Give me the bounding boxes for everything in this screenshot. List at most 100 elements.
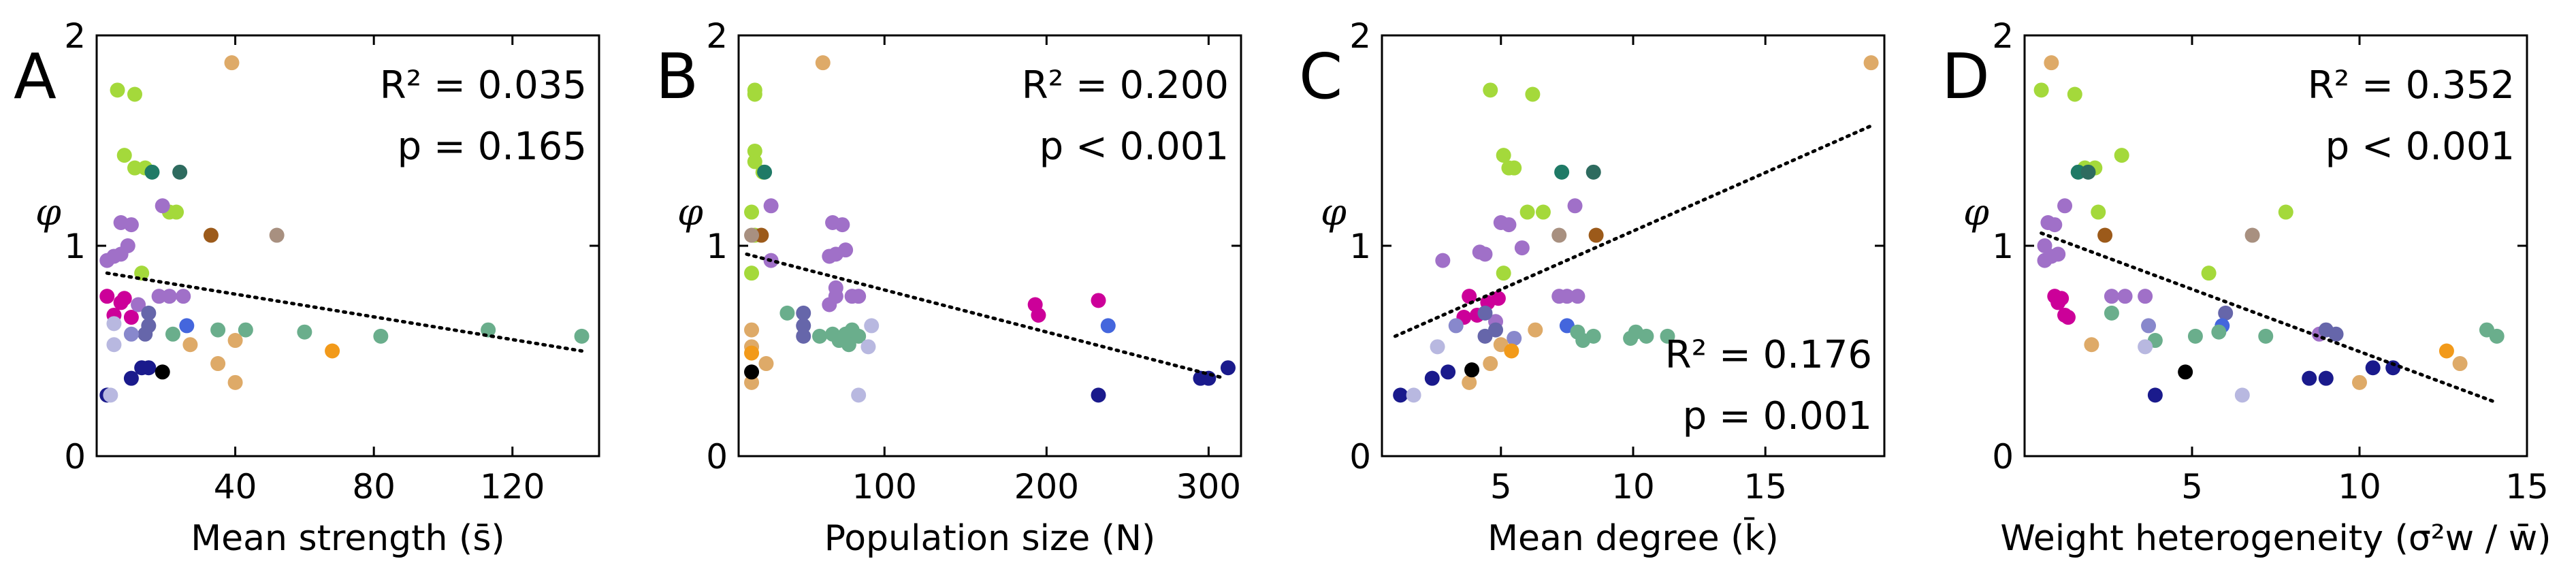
data-point [106,316,122,332]
panel-b: B 100 200 300 0 1 2 φ Population size (N) R² = 0.… [656,16,1242,559]
data-point [2117,289,2133,304]
data-point [1100,318,1116,334]
data-point [2328,326,2344,342]
p-value-label: p = 0.165 [398,125,587,169]
data-point [325,343,340,359]
data-point [1639,328,1654,344]
scatter-points [744,55,1236,403]
x-axis-label: Population size (N) [824,518,1156,559]
trend-line [2040,231,2496,404]
data-point [1435,253,1451,268]
data-point [2050,246,2066,262]
data-point [779,305,795,321]
data-point [2054,291,2070,306]
data-point [851,328,867,344]
data-point [1464,362,1480,378]
data-point [2385,360,2401,376]
x-tick-label: 80 [352,467,396,507]
panel-label: B [656,40,698,113]
trend-line [105,271,584,353]
data-point [2114,148,2129,163]
scatter-points [2033,55,2505,403]
data-point [238,322,253,338]
data-point [141,360,157,376]
data-point [1483,356,1498,372]
x-tick-label: 10 [2338,467,2381,507]
data-point [1567,198,1583,214]
panel-c: C 5 10 15 0 1 2 φ Mean degree (k̄) R² = 0.176 p = … [1299,16,1886,559]
trend-line [745,252,1227,381]
data-point [2138,339,2153,355]
data-point [1448,318,1464,334]
x-tick-label: 200 [1014,467,1079,507]
data-point [2057,198,2073,214]
data-point [210,356,226,372]
data-point [113,246,129,262]
data-point [747,143,762,159]
data-point [1504,343,1519,359]
data-point [203,227,219,243]
data-point [1863,55,1879,71]
y-tick-label: 1 [706,227,728,266]
p-value-label: p < 0.001 [1040,125,1229,169]
data-point [2244,227,2260,243]
y-tick-label: 1 [64,227,86,266]
data-point [747,86,762,102]
data-point [2365,360,2381,376]
x-tick-label: 15 [1743,467,1787,507]
y-tick-label: 0 [1349,437,1371,477]
data-point [2452,356,2468,372]
data-point [2104,289,2119,304]
r-squared-label: R² = 0.035 [380,63,587,108]
data-point [757,164,773,180]
data-point [141,305,157,321]
data-point [1623,330,1639,346]
data-point [2211,324,2227,340]
data-point [851,387,867,403]
data-point [123,217,139,233]
data-point [2141,318,2157,334]
data-point [2033,82,2049,98]
data-point [127,160,142,176]
y-tick-label: 2 [1349,16,1371,56]
data-point [155,364,170,380]
data-point [822,297,837,312]
data-point [744,345,760,361]
y-tick-label: 0 [706,437,728,477]
data-point [851,289,867,304]
data-point [860,339,876,355]
data-point [1477,328,1493,344]
data-point [2234,387,2250,403]
data-point [227,374,243,390]
y-tick-label: 1 [1992,227,2014,266]
data-point [763,198,779,214]
data-point [123,310,139,325]
data-point [747,154,762,170]
data-point [1462,374,1477,390]
p-value-label: p = 0.001 [1683,394,1872,438]
data-point [2438,343,2454,359]
x-tick-label: 15 [2505,467,2549,507]
data-point [1501,217,1517,233]
data-point [864,318,880,334]
data-point [116,148,132,163]
panel-label: A [14,40,57,113]
data-point [2318,370,2334,386]
x-tick-label: 300 [1176,467,1241,507]
data-point [131,297,146,312]
data-point [2047,217,2063,233]
data-point [1496,266,1511,281]
data-point [2278,204,2293,220]
data-point [1406,387,1421,403]
data-point [123,326,139,342]
data-point [1462,289,1477,304]
x-tick-label: 100 [852,467,917,507]
data-point [1660,328,1675,344]
data-point [744,322,760,338]
data-point [2044,55,2059,71]
axes-frame [1381,34,1886,457]
data-point [1091,293,1106,308]
data-point [2178,364,2193,380]
trend-line [1393,124,1873,338]
data-point [2097,227,2113,243]
